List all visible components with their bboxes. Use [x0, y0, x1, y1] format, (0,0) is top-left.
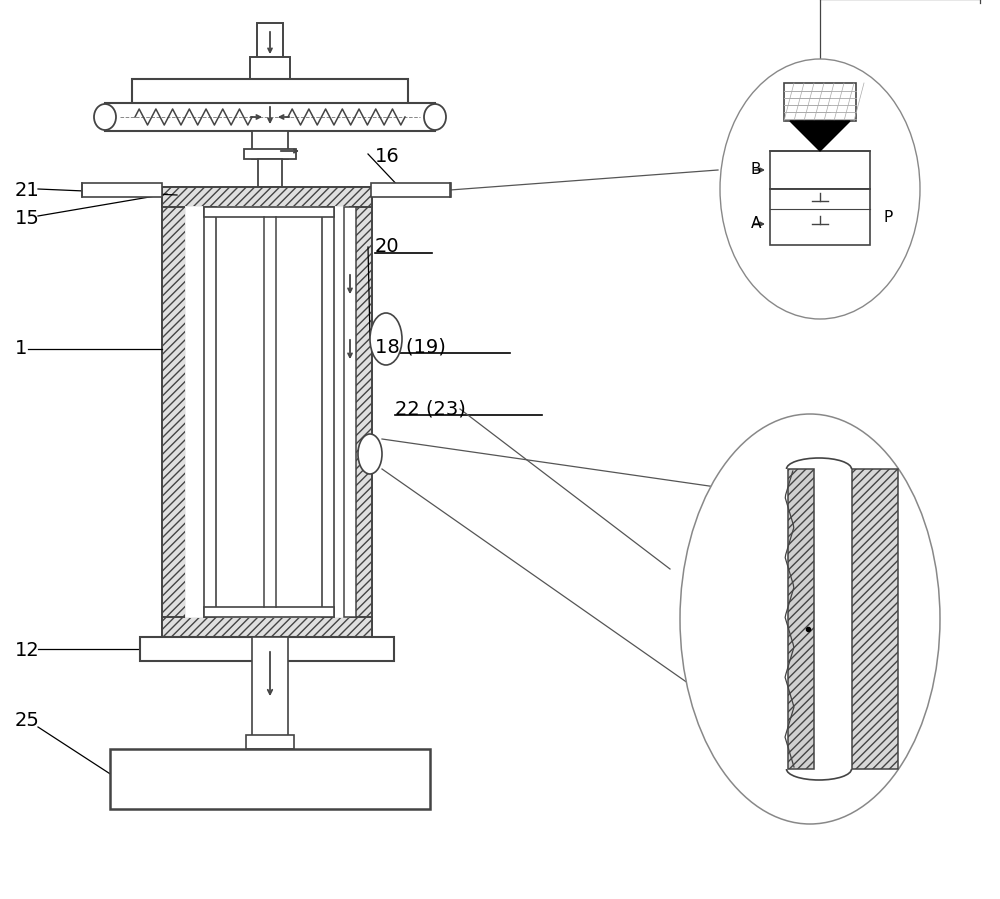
Bar: [186, 207, 348, 617]
Bar: [371, 183, 451, 197]
Bar: [204, 207, 216, 617]
Bar: [770, 151, 870, 189]
Text: 15: 15: [15, 209, 40, 228]
Bar: [252, 131, 288, 159]
Bar: [344, 207, 356, 617]
Text: 20: 20: [375, 237, 400, 256]
Text: 21: 21: [15, 182, 40, 200]
Bar: [257, 23, 283, 59]
Bar: [82, 183, 162, 197]
Text: A: A: [751, 217, 761, 232]
Bar: [852, 469, 898, 769]
Bar: [140, 637, 394, 661]
Ellipse shape: [358, 434, 382, 474]
Bar: [250, 57, 290, 79]
Bar: [110, 749, 430, 809]
Bar: [784, 83, 856, 121]
Text: 1: 1: [15, 340, 27, 359]
Bar: [348, 187, 372, 637]
Text: 12: 12: [15, 642, 40, 661]
Bar: [244, 149, 296, 159]
Bar: [162, 187, 186, 637]
Bar: [258, 159, 282, 187]
Bar: [788, 469, 814, 769]
Text: 22 (23): 22 (23): [395, 399, 466, 419]
Text: B: B: [751, 163, 761, 177]
Bar: [770, 189, 870, 245]
Ellipse shape: [370, 313, 402, 365]
Text: P: P: [883, 209, 893, 225]
Bar: [252, 637, 288, 737]
Ellipse shape: [424, 104, 446, 130]
Bar: [204, 607, 334, 617]
Ellipse shape: [680, 414, 940, 824]
Bar: [162, 617, 372, 637]
Ellipse shape: [94, 104, 116, 130]
Text: 18 (19): 18 (19): [375, 337, 446, 357]
Polygon shape: [790, 121, 850, 151]
Ellipse shape: [720, 59, 920, 319]
Bar: [132, 79, 408, 107]
Bar: [204, 207, 334, 217]
Bar: [162, 187, 372, 207]
Bar: [322, 207, 334, 617]
Bar: [105, 103, 435, 131]
Text: 25: 25: [15, 711, 40, 731]
Text: 16: 16: [375, 147, 400, 166]
Bar: [246, 735, 294, 749]
